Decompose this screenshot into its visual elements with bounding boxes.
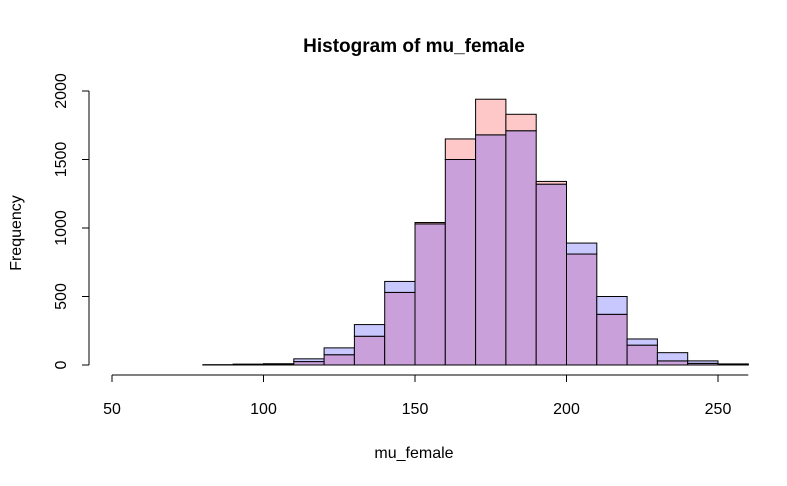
histogram-bar-overlap (596, 313, 628, 366)
y-axis-label: Frequency (8, 195, 25, 271)
histogram-bar-overlap (626, 344, 658, 366)
x-axis-label: mu_female (374, 445, 453, 462)
x-tick-label: 250 (705, 401, 732, 418)
histogram-bar-overlap (353, 335, 386, 366)
histogram-bar-overlap (656, 360, 689, 366)
histogram-bar-excess (323, 347, 355, 356)
histogram-bar-overlap (293, 361, 325, 366)
histogram-bar-overlap (384, 291, 416, 366)
histogram-bar-excess (475, 98, 507, 136)
histogram-bar-overlap (414, 223, 446, 366)
x-tick-label: 150 (402, 401, 429, 418)
histogram-bar-overlap (323, 354, 355, 366)
histogram-bar-excess (687, 360, 719, 364)
y-tick-label: 1500 (53, 142, 70, 178)
histogram-bar-excess (626, 338, 658, 346)
histogram-bar-excess (566, 242, 598, 255)
x-tick-label: 50 (103, 401, 121, 418)
y-tick-label: 0 (53, 360, 70, 369)
histogram-bar-excess (505, 113, 537, 132)
histogram-bars (202, 98, 749, 366)
y-tick-label: 2000 (53, 73, 70, 109)
histogram-bar-overlap (535, 183, 568, 366)
histogram-bar-excess (293, 358, 325, 363)
histogram-bar-excess (414, 222, 446, 225)
x-tick-label: 100 (250, 401, 277, 418)
y-tick-label: 1000 (53, 210, 70, 246)
histogram-bar-overlap (444, 159, 477, 366)
histogram-bar-excess (656, 352, 689, 362)
histogram-bar-overlap (505, 130, 537, 366)
y-axis: 0 500 1000 1500 2000 (53, 73, 90, 369)
histogram-bar-excess (596, 296, 628, 315)
histogram-bar-excess (353, 324, 386, 337)
histogram-bar-excess (535, 180, 568, 185)
chart-title: Histogram of mu_female (303, 36, 525, 57)
histogram-bar-excess (444, 138, 477, 160)
x-tick-label: 200 (553, 401, 580, 418)
histogram-bar-excess (717, 363, 749, 366)
x-axis: 50 100 150 200 250 (103, 374, 749, 418)
histogram-bar-excess (384, 280, 416, 293)
histogram-bar-overlap (475, 134, 507, 366)
histogram-bar-overlap (566, 253, 598, 366)
y-tick-label: 500 (53, 283, 70, 310)
